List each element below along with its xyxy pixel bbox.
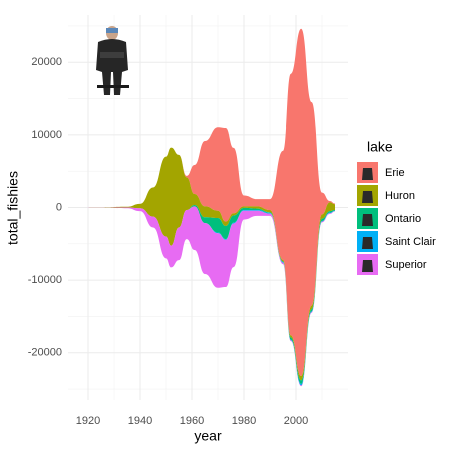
legend-item: Ontario: [357, 208, 421, 229]
y-tick-label: 0: [56, 201, 62, 213]
legend: Erie Huron Ontario Saint Clair Superior: [357, 162, 436, 275]
legend-key-icon: [362, 214, 373, 226]
x-tick-label: 1940: [128, 415, 152, 427]
x-tick-label: 1980: [232, 415, 256, 427]
x-tick-label: 2000: [284, 415, 308, 427]
legend-key-icon: [362, 168, 373, 180]
legend-label: Ontario: [385, 213, 421, 225]
legend-label: Erie: [385, 167, 405, 179]
legend-item: Superior: [357, 254, 427, 275]
stream-area: [75, 147, 336, 381]
legend-key-icon: [362, 191, 373, 203]
y-tick-label: -20000: [28, 347, 62, 359]
legend-title: lake: [367, 139, 393, 155]
legend-key-icon: [362, 260, 373, 272]
stream-area: [75, 206, 336, 387]
legend-item: Saint Clair: [357, 231, 436, 252]
x-tick-label: 1960: [180, 415, 204, 427]
legend-label: Superior: [385, 259, 427, 271]
legend-label: Saint Clair: [385, 236, 436, 248]
y-tick-label: 10000: [31, 129, 62, 141]
stream-area: [75, 28, 336, 377]
y-tick-label: -10000: [28, 274, 62, 286]
x-axis-title: year: [194, 428, 222, 444]
legend-item: Huron: [357, 185, 415, 206]
y-tick-label: 20000: [31, 56, 62, 68]
y-axis-title: total_fishies: [5, 171, 21, 245]
legend-key-icon: [362, 237, 373, 249]
legend-item: Erie: [357, 162, 405, 183]
legend-label: Huron: [385, 190, 415, 202]
streams: [75, 28, 336, 387]
x-tick-label: 1920: [76, 415, 100, 427]
portrait: [96, 26, 129, 95]
